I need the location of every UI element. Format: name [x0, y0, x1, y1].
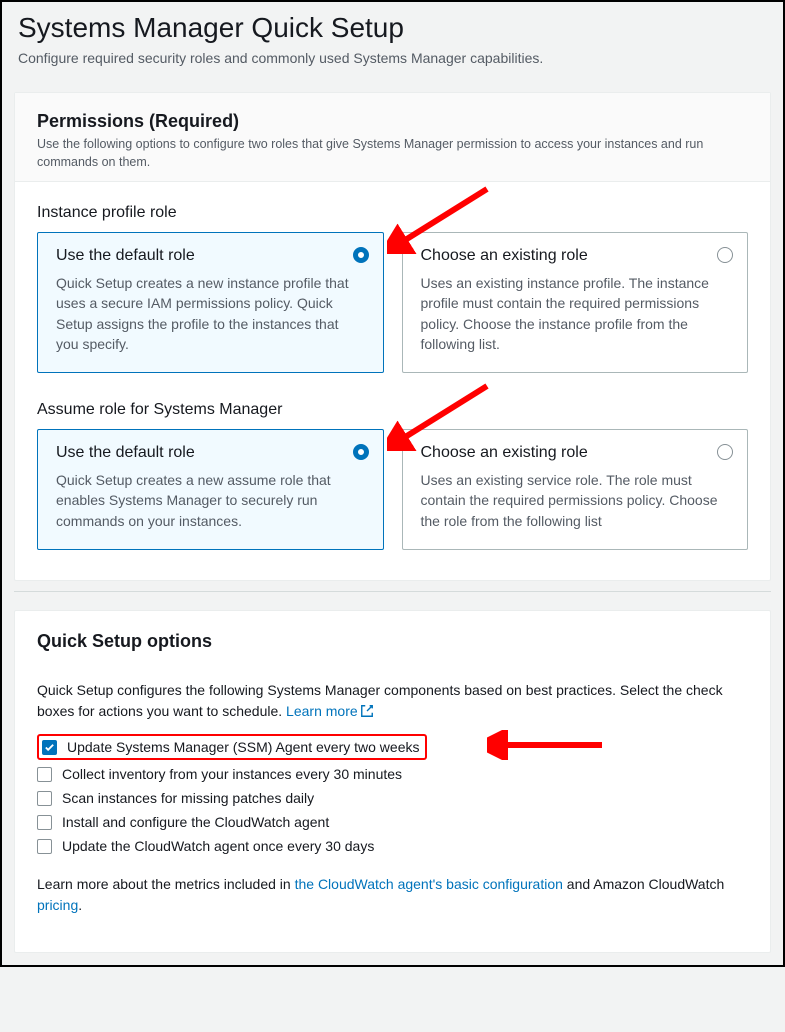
tile-desc: Uses an existing instance profile. The i… — [421, 273, 730, 354]
quick-setup-checklist: Update Systems Manager (SSM) Agent every… — [37, 732, 748, 858]
intro-text: Quick Setup configures the following Sys… — [37, 682, 723, 719]
permissions-description: Use the following options to configure t… — [37, 136, 748, 171]
assume-role-options: Use the default role Quick Setup creates… — [37, 429, 748, 550]
checklist-item[interactable]: Install and configure the CloudWatch age… — [37, 810, 748, 834]
quick-setup-intro: Quick Setup configures the following Sys… — [37, 680, 748, 722]
checklist-label: Update Systems Manager (SSM) Agent every… — [67, 739, 419, 755]
checklist-item[interactable]: Collect inventory from your instances ev… — [37, 762, 748, 786]
page-subtitle: Configure required security roles and co… — [18, 50, 767, 66]
footer-mid: and Amazon CloudWatch — [567, 876, 724, 892]
assume-role-label: Assume role for Systems Manager — [37, 401, 748, 419]
assume-role-existing-tile[interactable]: Choose an existing role Uses an existing… — [402, 429, 749, 550]
tile-desc: Quick Setup creates a new assume role th… — [56, 470, 365, 531]
instance-profile-existing-tile[interactable]: Choose an existing role Uses an existing… — [402, 232, 749, 373]
instance-profile-options: Use the default role Quick Setup creates… — [37, 232, 748, 373]
checklist-label: Update the CloudWatch agent once every 3… — [62, 838, 374, 854]
quick-setup-footer: Learn more about the metrics included in… — [37, 874, 748, 916]
checklist-label: Install and configure the CloudWatch age… — [62, 814, 329, 830]
radio-icon — [717, 247, 733, 263]
permissions-header: Permissions (Required) Use the following… — [15, 93, 770, 182]
section-divider — [14, 591, 771, 592]
tile-title: Use the default role — [56, 444, 365, 462]
page-container: Systems Manager Quick Setup Configure re… — [0, 0, 785, 967]
tile-desc: Uses an existing service role. The role … — [421, 470, 730, 531]
tile-title: Choose an existing role — [421, 247, 730, 265]
checklist-item[interactable]: Update the CloudWatch agent once every 3… — [37, 834, 748, 858]
learn-more-text: Learn more — [286, 703, 358, 719]
radio-icon — [353, 444, 369, 460]
tile-title: Use the default role — [56, 247, 365, 265]
footer-suffix: . — [78, 897, 82, 913]
external-link-icon — [360, 704, 374, 718]
checklist-item[interactable]: Update Systems Manager (SSM) Agent every… — [37, 734, 427, 760]
checkbox-icon — [37, 767, 52, 782]
cloudwatch-config-link[interactable]: the CloudWatch agent's basic configurati… — [295, 876, 563, 892]
instance-profile-default-tile[interactable]: Use the default role Quick Setup creates… — [37, 232, 384, 373]
permissions-heading: Permissions (Required) — [37, 111, 748, 132]
radio-icon — [353, 247, 369, 263]
instance-profile-label: Instance profile role — [37, 204, 748, 222]
page-title: Systems Manager Quick Setup — [18, 12, 767, 44]
permissions-panel: Permissions (Required) Use the following… — [14, 92, 771, 581]
checkbox-icon — [37, 839, 52, 854]
quick-setup-panel: Quick Setup options Quick Setup configur… — [14, 610, 771, 953]
radio-icon — [717, 444, 733, 460]
learn-more-link[interactable]: Learn more — [286, 703, 374, 719]
cloudwatch-pricing-link[interactable]: pricing — [37, 897, 78, 913]
checkbox-icon — [42, 740, 57, 755]
checkbox-icon — [37, 815, 52, 830]
checklist-label: Collect inventory from your instances ev… — [62, 766, 402, 782]
tile-desc: Quick Setup creates a new instance profi… — [56, 273, 365, 354]
quick-setup-heading: Quick Setup options — [37, 631, 748, 652]
page-header: Systems Manager Quick Setup Configure re… — [2, 2, 783, 82]
footer-prefix: Learn more about the metrics included in — [37, 876, 295, 892]
assume-role-default-tile[interactable]: Use the default role Quick Setup creates… — [37, 429, 384, 550]
checklist-item[interactable]: Scan instances for missing patches daily — [37, 786, 748, 810]
tile-title: Choose an existing role — [421, 444, 730, 462]
permissions-body: Instance profile role Use the default ro… — [15, 182, 770, 580]
checklist-label: Scan instances for missing patches daily — [62, 790, 314, 806]
checkbox-icon — [37, 791, 52, 806]
